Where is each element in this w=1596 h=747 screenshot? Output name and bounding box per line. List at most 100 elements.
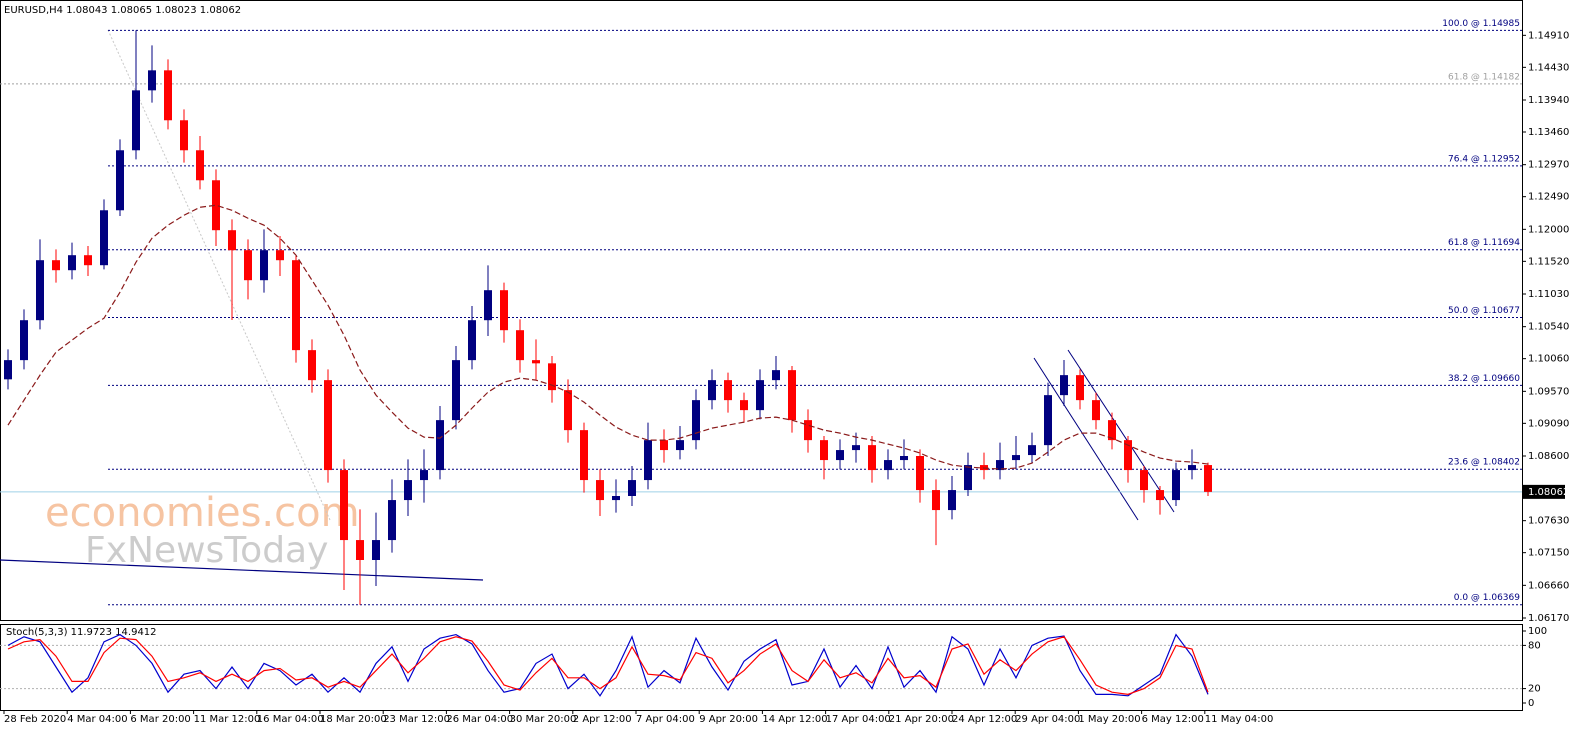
candle-body bbox=[4, 360, 12, 380]
x-tick-label: 29 Apr 04:00 bbox=[1015, 714, 1080, 725]
candle-body bbox=[644, 440, 652, 481]
candle-body bbox=[340, 470, 348, 541]
candle-body bbox=[164, 70, 172, 121]
candle-body bbox=[612, 496, 620, 501]
candle-body bbox=[868, 445, 876, 471]
candle-body bbox=[772, 370, 780, 381]
candle-body bbox=[276, 250, 284, 261]
x-tick-label: 18 Mar 20:00 bbox=[320, 714, 387, 725]
candle-body bbox=[948, 490, 956, 511]
candle-body bbox=[724, 380, 732, 401]
x-tick-label: 14 Apr 12:00 bbox=[762, 714, 827, 725]
x-tick-label: 26 Mar 04:00 bbox=[446, 714, 513, 725]
x-tick-label: 4 Mar 04:00 bbox=[67, 714, 127, 725]
candle-body bbox=[1092, 400, 1100, 421]
candle-body bbox=[100, 210, 108, 266]
candle-body bbox=[372, 540, 380, 560]
candle-body bbox=[388, 500, 396, 541]
candle-body bbox=[180, 120, 188, 151]
x-tick-label: 16 Mar 04:00 bbox=[257, 714, 324, 725]
candle-body bbox=[836, 450, 844, 461]
candle-body bbox=[420, 470, 428, 481]
candle-body bbox=[532, 360, 540, 364]
candle-body bbox=[52, 260, 60, 271]
y-tick-label: 1.11030 bbox=[1528, 289, 1569, 300]
candle-body bbox=[820, 440, 828, 461]
price-label: 1.08062 bbox=[1528, 487, 1569, 498]
y-tick-label: 1.09570 bbox=[1528, 386, 1569, 397]
candle-body bbox=[1156, 490, 1164, 501]
candle-body bbox=[964, 465, 972, 491]
y-tick-label: 1.06660 bbox=[1528, 580, 1569, 591]
candle-body bbox=[916, 456, 924, 491]
watermark: economies.com bbox=[45, 490, 360, 536]
channel-line bbox=[1067, 349, 1175, 513]
x-tick-label: 6 Mar 20:00 bbox=[130, 714, 190, 725]
y-tick-label: 20 bbox=[1528, 684, 1541, 695]
x-tick-label: 11 May 04:00 bbox=[1205, 714, 1274, 725]
candle-body bbox=[260, 250, 268, 281]
candle-body bbox=[884, 460, 892, 471]
fib-label: 0.0 @ 1.06369 bbox=[1454, 593, 1521, 603]
x-tick-label: 17 Apr 04:00 bbox=[826, 714, 891, 725]
fib-label: 61.8 @ 1.14182 bbox=[1448, 72, 1520, 82]
x-tick-label: 21 Apr 20:00 bbox=[889, 714, 954, 725]
y-tick-label: 1.08600 bbox=[1528, 451, 1569, 462]
stoch-line bbox=[7, 636, 1209, 695]
candle-body bbox=[1028, 445, 1036, 456]
candle-body bbox=[900, 456, 908, 461]
indicator-title: Stoch(5,3,3) 11.9723 14.9412 bbox=[6, 627, 157, 638]
fib-label: 23.6 @ 1.08402 bbox=[1448, 458, 1520, 468]
trendline bbox=[0, 559, 484, 581]
x-tick-label: 11 Mar 12:00 bbox=[194, 714, 261, 725]
candle-body bbox=[1044, 395, 1052, 446]
y-tick-label: 1.07150 bbox=[1528, 548, 1569, 559]
x-tick-label: 6 May 12:00 bbox=[1142, 714, 1204, 725]
candle-body bbox=[68, 255, 76, 271]
y-tick-label: 1.09090 bbox=[1528, 418, 1569, 429]
candle-body bbox=[244, 250, 252, 281]
candle-body bbox=[548, 363, 556, 391]
candle-body bbox=[196, 150, 204, 181]
candle-body bbox=[20, 320, 28, 361]
candle-body bbox=[500, 290, 508, 331]
candle-body bbox=[452, 360, 460, 421]
y-tick-label: 1.12970 bbox=[1528, 160, 1569, 171]
y-tick-label: 1.14910 bbox=[1528, 30, 1569, 41]
candle-body bbox=[660, 440, 668, 451]
candle-body bbox=[324, 380, 332, 471]
candle-body bbox=[932, 490, 940, 511]
candle-body bbox=[132, 90, 140, 151]
candle-body bbox=[484, 290, 492, 321]
candle-body bbox=[36, 260, 44, 321]
x-tick-label: 7 Apr 04:00 bbox=[636, 714, 695, 725]
y-tick-label: 1.12490 bbox=[1528, 192, 1569, 203]
stoch-panel bbox=[0, 624, 1523, 711]
channel-line bbox=[1033, 357, 1139, 521]
fib-label: 100.0 @ 1.14985 bbox=[1442, 19, 1520, 29]
candle-body bbox=[580, 430, 588, 481]
candle-body bbox=[356, 540, 364, 560]
candle-body bbox=[1140, 470, 1148, 491]
y-tick-label: 1.07630 bbox=[1528, 516, 1569, 527]
fib-trend bbox=[107, 29, 331, 521]
candle-body bbox=[116, 150, 124, 211]
candle-body bbox=[804, 420, 812, 441]
y-tick-label: 1.13940 bbox=[1528, 95, 1569, 106]
candle-body bbox=[1188, 465, 1196, 471]
candle-body bbox=[148, 70, 156, 91]
candle-body bbox=[756, 380, 764, 411]
candle-body bbox=[292, 260, 300, 351]
x-tick-label: 30 Mar 20:00 bbox=[510, 714, 577, 725]
price-label-bg bbox=[1523, 484, 1565, 499]
y-tick-label: 1.14430 bbox=[1528, 62, 1569, 73]
candle-body bbox=[516, 330, 524, 361]
x-tick-label: 24 Apr 12:00 bbox=[952, 714, 1017, 725]
y-tick-label: 80 bbox=[1528, 640, 1541, 651]
candle-body bbox=[708, 380, 716, 401]
y-tick-label: 1.13460 bbox=[1528, 127, 1569, 138]
fib-label: 38.2 @ 1.09660 bbox=[1448, 374, 1520, 384]
y-tick-label: 1.10540 bbox=[1528, 322, 1569, 333]
y-tick-label: 1.06170 bbox=[1528, 613, 1569, 624]
